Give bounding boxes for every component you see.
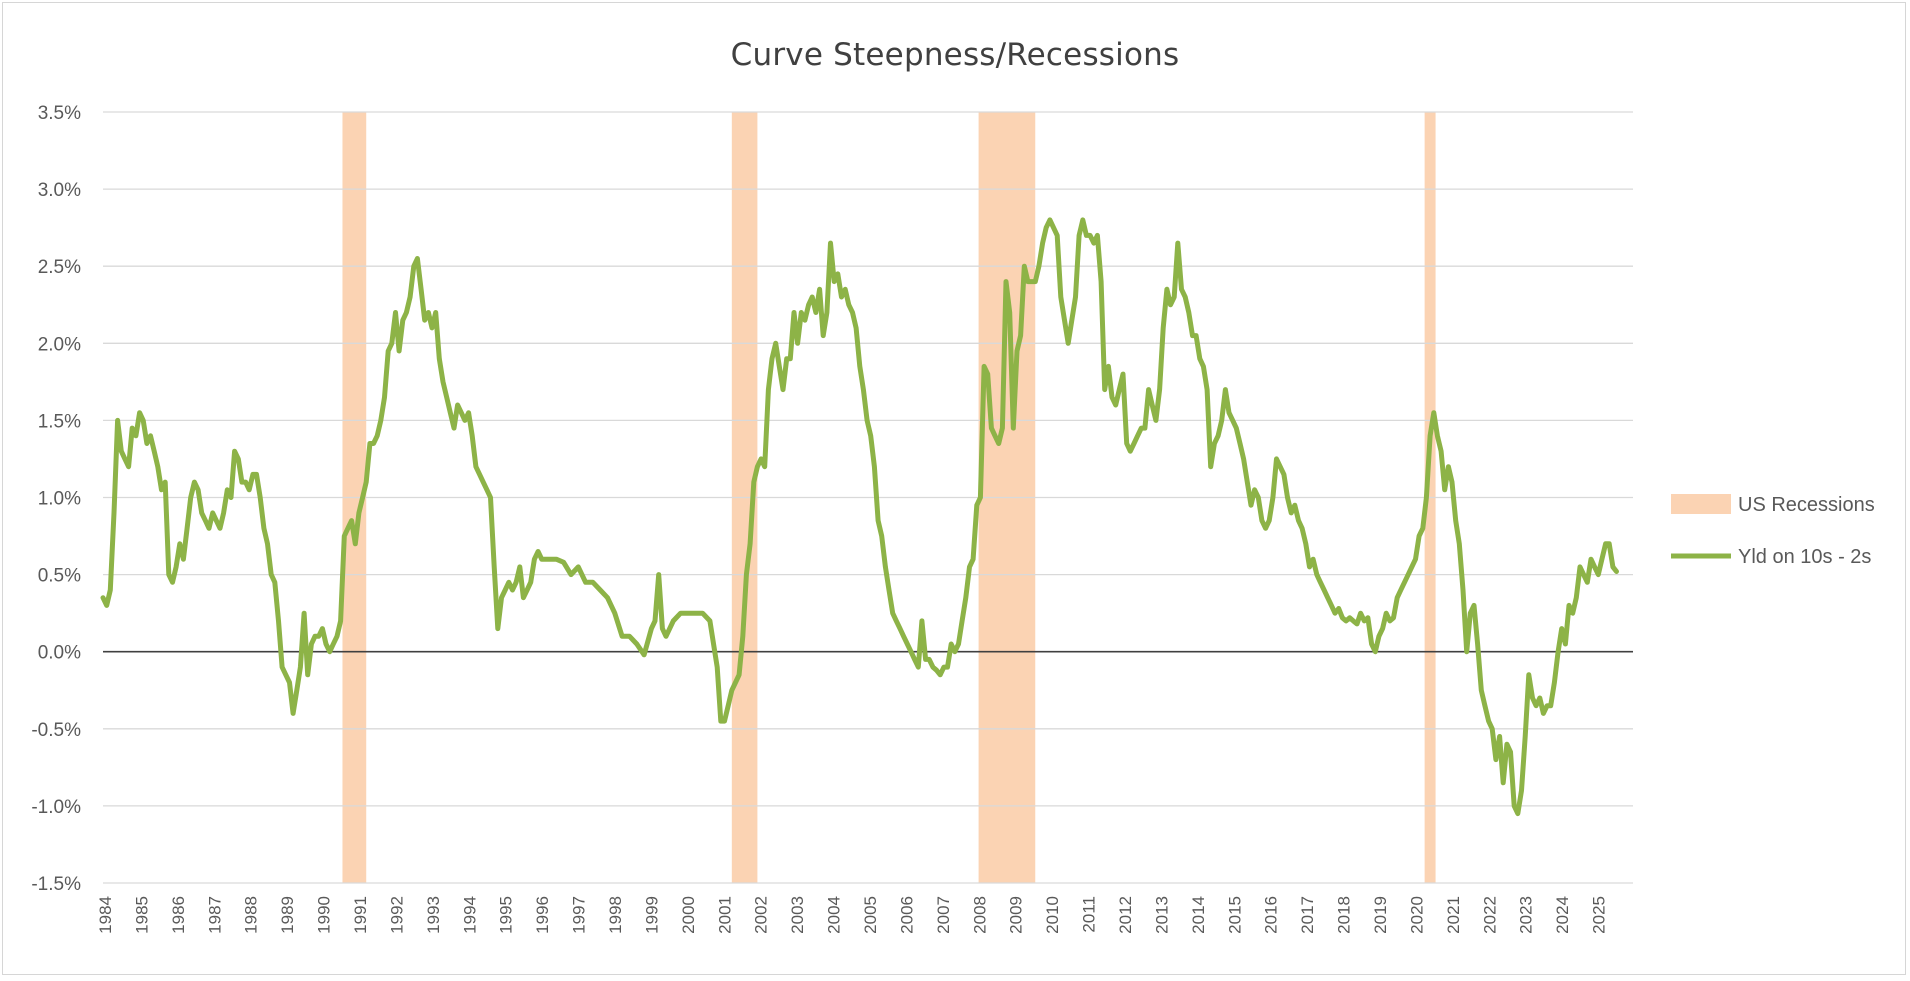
x-tick-label: 1997	[570, 896, 589, 934]
y-tick-label: -1.0%	[31, 797, 81, 818]
x-tick-label: 2012	[1116, 896, 1135, 934]
x-tick-label: 2000	[679, 896, 698, 934]
legend-label-recessions: US Recessions	[1738, 494, 1875, 516]
legend-swatch-recessions	[1671, 494, 1731, 514]
x-tick-label: 1984	[96, 896, 115, 934]
y-tick-label: 2.5%	[38, 257, 81, 278]
x-tick-label: 1987	[205, 896, 224, 934]
x-tick-label: 2014	[1189, 896, 1208, 934]
x-axis: 1984 1985 1986 1987 1988 1989 1990 1991 1992 1993…	[96, 896, 1609, 934]
x-tick-label: 1993	[424, 896, 443, 934]
x-tick-label: 2022	[1480, 896, 1499, 934]
x-tick-label: 1989	[278, 896, 297, 934]
legend: US Recessions Yld on 10s - 2s	[1671, 494, 1875, 568]
x-tick-label: 2005	[861, 896, 880, 934]
chart-title: Curve Steepness/Recessions	[730, 37, 1180, 73]
x-tick-label: 2013	[1152, 896, 1171, 934]
y-tick-label: -0.5%	[31, 720, 81, 741]
y-tick-label: 1.0%	[38, 489, 81, 510]
series-lines	[100, 217, 1619, 817]
x-tick-label: 1991	[351, 896, 370, 934]
y-axis: 3.5% 3.0% 2.5% 2.0% 1.5% 1.0% 0.5% 0.0% -0.5% -1.…	[31, 103, 81, 895]
x-tick-label: 1985	[132, 896, 151, 934]
x-tick-label: 2008	[970, 896, 989, 934]
x-tick-label: 2024	[1553, 896, 1572, 934]
x-tick-label: 2004	[825, 896, 844, 934]
x-tick-label: 1986	[169, 896, 188, 934]
y-tick-label: 0.0%	[38, 643, 81, 664]
x-tick-label: 2001	[715, 896, 734, 934]
y-tick-label: 3.5%	[38, 103, 81, 124]
x-tick-label: 2021	[1444, 896, 1463, 934]
legend-label-spread: Yld on 10s - 2s	[1738, 546, 1871, 568]
x-tick-label: 2015	[1225, 896, 1244, 934]
x-tick-label: 2009	[1007, 896, 1026, 934]
y-tick-label: 2.0%	[38, 334, 81, 355]
x-tick-label: 1996	[533, 896, 552, 934]
x-tick-label: 2007	[934, 896, 953, 934]
x-tick-label: 2003	[788, 896, 807, 934]
x-tick-label: 1999	[642, 896, 661, 934]
x-tick-label: 1994	[460, 896, 479, 934]
x-tick-label: 2011	[1080, 896, 1099, 933]
x-tick-label: 2016	[1262, 896, 1281, 934]
x-tick-label: 1990	[315, 896, 334, 934]
x-tick-label: 2002	[752, 896, 771, 934]
x-tick-label: 2017	[1298, 896, 1317, 934]
x-tick-label: 2020	[1407, 896, 1426, 934]
series-line-1	[100, 217, 1619, 817]
y-tick-label: 1.5%	[38, 411, 81, 432]
chart-svg: 3.5% 3.0% 2.5% 2.0% 1.5% 1.0% 0.5% 0.0% -0.5% -1.…	[31, 103, 1875, 934]
x-tick-label: 2019	[1371, 896, 1390, 934]
y-tick-label: 0.5%	[38, 566, 81, 587]
x-tick-label: 1988	[242, 896, 261, 934]
y-tick-label: -1.5%	[31, 874, 81, 895]
gridlines	[103, 111, 1633, 884]
y-tick-label: 3.0%	[38, 180, 81, 201]
x-tick-label: 1995	[497, 896, 516, 934]
x-tick-label: 1992	[387, 896, 406, 934]
x-tick-label: 2023	[1517, 896, 1536, 934]
x-tick-label: 2006	[897, 896, 916, 934]
x-tick-label: 1998	[606, 896, 625, 934]
x-tick-label: 2010	[1043, 896, 1062, 934]
x-tick-label: 2018	[1335, 896, 1354, 934]
x-tick-label: 2025	[1590, 896, 1609, 934]
